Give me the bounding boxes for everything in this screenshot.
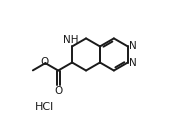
Text: O: O [40, 57, 49, 67]
Text: HCl: HCl [35, 102, 55, 112]
Text: N: N [129, 58, 137, 68]
Text: O: O [54, 86, 62, 96]
Text: N: N [129, 41, 137, 51]
Text: NH: NH [63, 35, 79, 45]
